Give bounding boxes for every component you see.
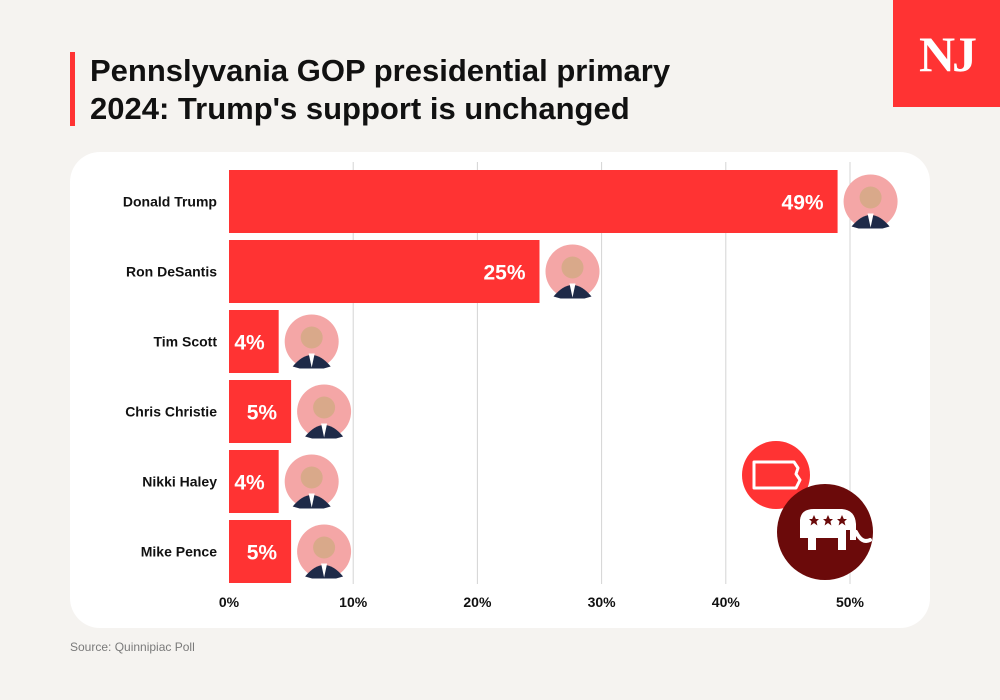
avatar-head xyxy=(561,256,584,279)
avatar-head xyxy=(313,396,336,419)
title-line-1: Pennslyvania GOP presidential primary xyxy=(90,53,671,88)
category-label: Mike Pence xyxy=(141,544,217,560)
avatar-collar xyxy=(321,563,328,578)
avatar-collar xyxy=(308,493,315,508)
x-tick-label: 20% xyxy=(463,594,492,610)
value-label: 5% xyxy=(247,402,278,425)
x-tick-label: 40% xyxy=(712,594,741,610)
avatar-head xyxy=(300,326,323,349)
x-tick-label: 0% xyxy=(219,594,240,610)
value-label: 25% xyxy=(483,262,525,285)
avatar-collar xyxy=(569,283,576,298)
avatar-collar xyxy=(308,353,315,368)
star-icon xyxy=(809,515,819,526)
bar xyxy=(229,240,540,303)
category-label: Donald Trump xyxy=(123,194,217,210)
avatar-head xyxy=(300,466,323,489)
category-label: Ron DeSantis xyxy=(126,264,217,280)
elephant-trunk xyxy=(854,530,872,543)
x-tick-label: 30% xyxy=(588,594,617,610)
star-icon xyxy=(837,515,847,526)
avatar-collar xyxy=(321,423,328,438)
bar xyxy=(229,310,279,373)
bar xyxy=(229,170,838,233)
bar xyxy=(229,380,292,443)
title-accent-bar xyxy=(70,52,75,126)
chart-card: 0% 10% 20% 30% 40% 50% Donald Trump 49% Ron DeSa… xyxy=(70,152,930,628)
star-icon xyxy=(823,515,833,526)
x-tick-label: 10% xyxy=(339,594,368,610)
avatar-head xyxy=(859,186,882,209)
value-label: 4% xyxy=(234,332,265,355)
source-note: Source: Quinnipiac Poll xyxy=(70,640,195,654)
category-label: Nikki Haley xyxy=(142,474,217,490)
value-label: 49% xyxy=(782,192,824,215)
nj-logo: NJ xyxy=(893,0,1000,107)
pennsylvania-badge xyxy=(742,441,810,509)
category-label: Tim Scott xyxy=(153,334,217,350)
bar xyxy=(229,520,292,583)
title-line-2: 2024: Trump's support is unchanged xyxy=(90,91,630,126)
x-tick-label: 50% xyxy=(836,594,865,610)
value-label: 5% xyxy=(247,542,278,565)
value-label: 4% xyxy=(234,472,265,495)
category-label: Chris Christie xyxy=(125,404,217,420)
bar-chart: 0% 10% 20% 30% 40% 50% Donald Trump 49% Ron DeSa… xyxy=(123,162,898,610)
avatar-head xyxy=(313,536,336,559)
page-title: Pennslyvania GOP presidential primary 20… xyxy=(90,52,810,128)
pennsylvania-state-icon xyxy=(752,460,802,490)
bar xyxy=(229,450,279,513)
avatar-collar xyxy=(867,213,874,228)
